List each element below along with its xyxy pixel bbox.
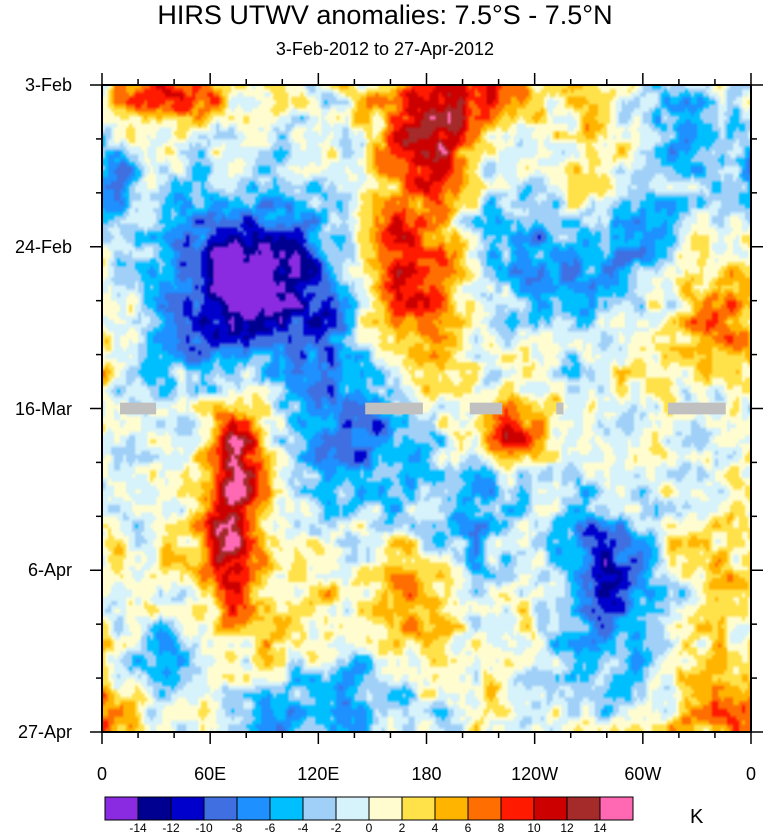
colorbar-tick-label: 8 bbox=[497, 821, 505, 835]
colorbar-swatch bbox=[269, 796, 304, 821]
x-tick-label: 0 bbox=[745, 764, 756, 784]
colorbar-swatch bbox=[203, 796, 238, 821]
colorbar-swatch bbox=[368, 796, 403, 821]
colorbar-tick-label: -2 bbox=[330, 821, 342, 835]
colorbar-swatch bbox=[170, 796, 205, 821]
colorbar-swatch bbox=[533, 796, 568, 821]
colorbar-tick-label: -14 bbox=[129, 821, 147, 835]
axis-ticks bbox=[90, 73, 763, 744]
x-tick-label: 120E bbox=[297, 764, 340, 784]
colorbar-swatch bbox=[104, 796, 139, 821]
colorbar-tick-label: 0 bbox=[365, 821, 373, 835]
colorbar-tick-label: -12 bbox=[162, 821, 180, 835]
anomaly-field-image bbox=[102, 85, 751, 732]
colorbar-swatch bbox=[500, 796, 535, 821]
y-tick-label: 24-Feb bbox=[14, 236, 72, 257]
colorbar-tick-label: 12 bbox=[560, 821, 574, 835]
colorbar-tick-label: 4 bbox=[431, 821, 439, 835]
x-tick-label: 120W bbox=[511, 764, 559, 784]
colorbar-units: K bbox=[690, 806, 704, 828]
missing-data-layer bbox=[120, 402, 726, 415]
colorbar-tick-label: 6 bbox=[464, 821, 472, 835]
colorbar-swatch bbox=[302, 796, 337, 821]
colorbar-tick-label: 14 bbox=[593, 821, 607, 835]
missing-data-bar bbox=[365, 402, 423, 415]
colorbar-swatch bbox=[236, 796, 271, 821]
colorbar-swatch bbox=[137, 796, 172, 821]
missing-data-bar bbox=[469, 402, 503, 415]
chart-subtitle: 3-Feb-2012 to 27-Apr-2012 bbox=[275, 39, 495, 59]
colorbar-tick-label: -8 bbox=[231, 821, 243, 835]
y-tick-label: 3-Feb bbox=[24, 75, 72, 95]
colorbar bbox=[104, 796, 634, 821]
anomaly-field bbox=[102, 85, 751, 732]
x-tick-label: 180 bbox=[411, 764, 442, 784]
y-tick-label: 6-Apr bbox=[27, 560, 72, 581]
colorbar-swatch bbox=[335, 796, 370, 821]
missing-data-bar bbox=[668, 402, 726, 415]
y-tick-label: 16-Mar bbox=[14, 398, 72, 419]
colorbar-tick-label: -10 bbox=[195, 821, 213, 835]
colorbar-swatch bbox=[467, 796, 502, 821]
x-tick-label: 0 bbox=[96, 764, 107, 784]
colorbar-swatch bbox=[566, 796, 601, 821]
colorbar-tick-label: 10 bbox=[527, 821, 541, 835]
chart-title: HIRS UTWV anomalies: 7.5°S - 7.5°N bbox=[157, 0, 613, 30]
x-tick-label: 60E bbox=[194, 764, 227, 784]
colorbar-tick-label: 2 bbox=[398, 821, 406, 835]
colorbar-swatch bbox=[599, 796, 634, 821]
colorbar-tick-label: -6 bbox=[264, 821, 276, 835]
missing-data-bar bbox=[556, 402, 564, 415]
y-tick-label: 27-Apr bbox=[17, 722, 72, 742]
x-tick-label: 60W bbox=[624, 764, 662, 784]
colorbar-swatch bbox=[434, 796, 469, 821]
colorbar-swatch bbox=[401, 796, 436, 821]
missing-data-bar bbox=[120, 402, 157, 415]
colorbar-tick-label: -4 bbox=[297, 821, 309, 835]
